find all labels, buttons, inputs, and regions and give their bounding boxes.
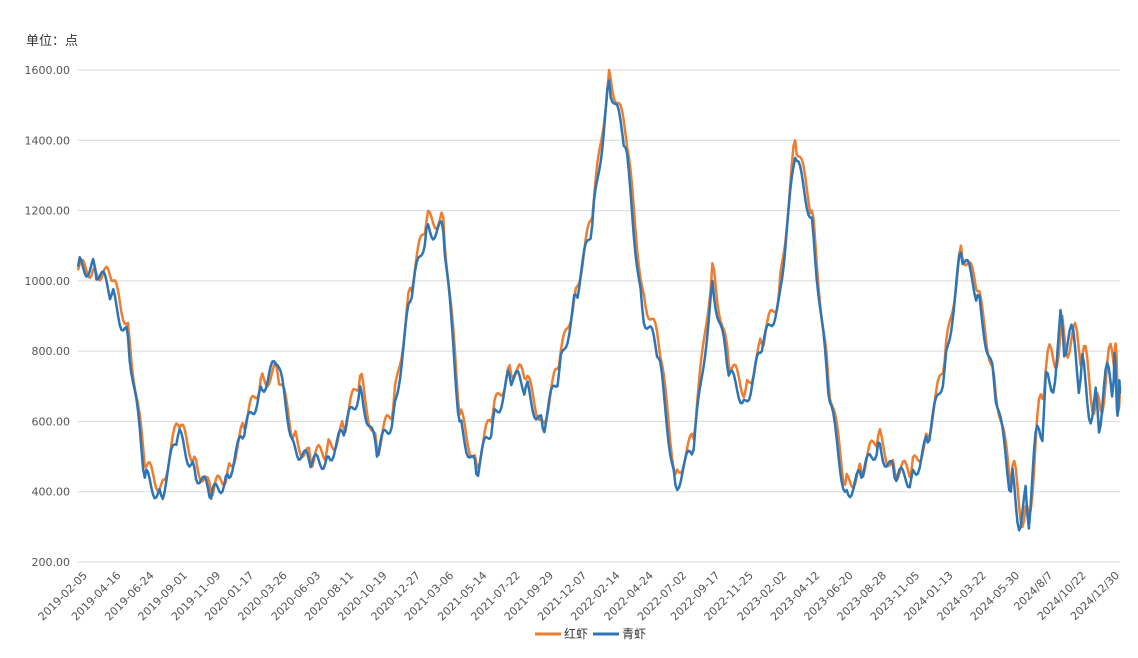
y-tick-label: 1600.00 <box>25 64 71 77</box>
unit-label: 单位：点 <box>26 34 79 49</box>
y-axis-ticks: 200.00 400.00 600.00 800.00 1000.00 1200.00 14… <box>25 64 71 569</box>
y-tick-label: 1400.00 <box>25 134 71 147</box>
y-tick-label: 400.00 <box>32 486 71 499</box>
x-axis-ticks: 2019-02-052019-04-162019-06-242019-09-01… <box>36 569 1122 623</box>
y-tick-label: 800.00 <box>32 345 71 358</box>
gridlines <box>78 69 1120 563</box>
y-tick-label: 600.00 <box>32 415 71 428</box>
y-tick-label: 1000.00 <box>25 275 71 288</box>
series-line-green-shrimp <box>76 79 1122 532</box>
y-tick-label: 1200.00 <box>25 205 71 218</box>
legend-label: 青虾 <box>622 627 646 641</box>
series-lines <box>76 68 1122 532</box>
legend: 红虾 青虾 <box>535 626 646 641</box>
legend-label: 红虾 <box>564 626 588 641</box>
y-tick-label: 200.00 <box>32 556 71 569</box>
